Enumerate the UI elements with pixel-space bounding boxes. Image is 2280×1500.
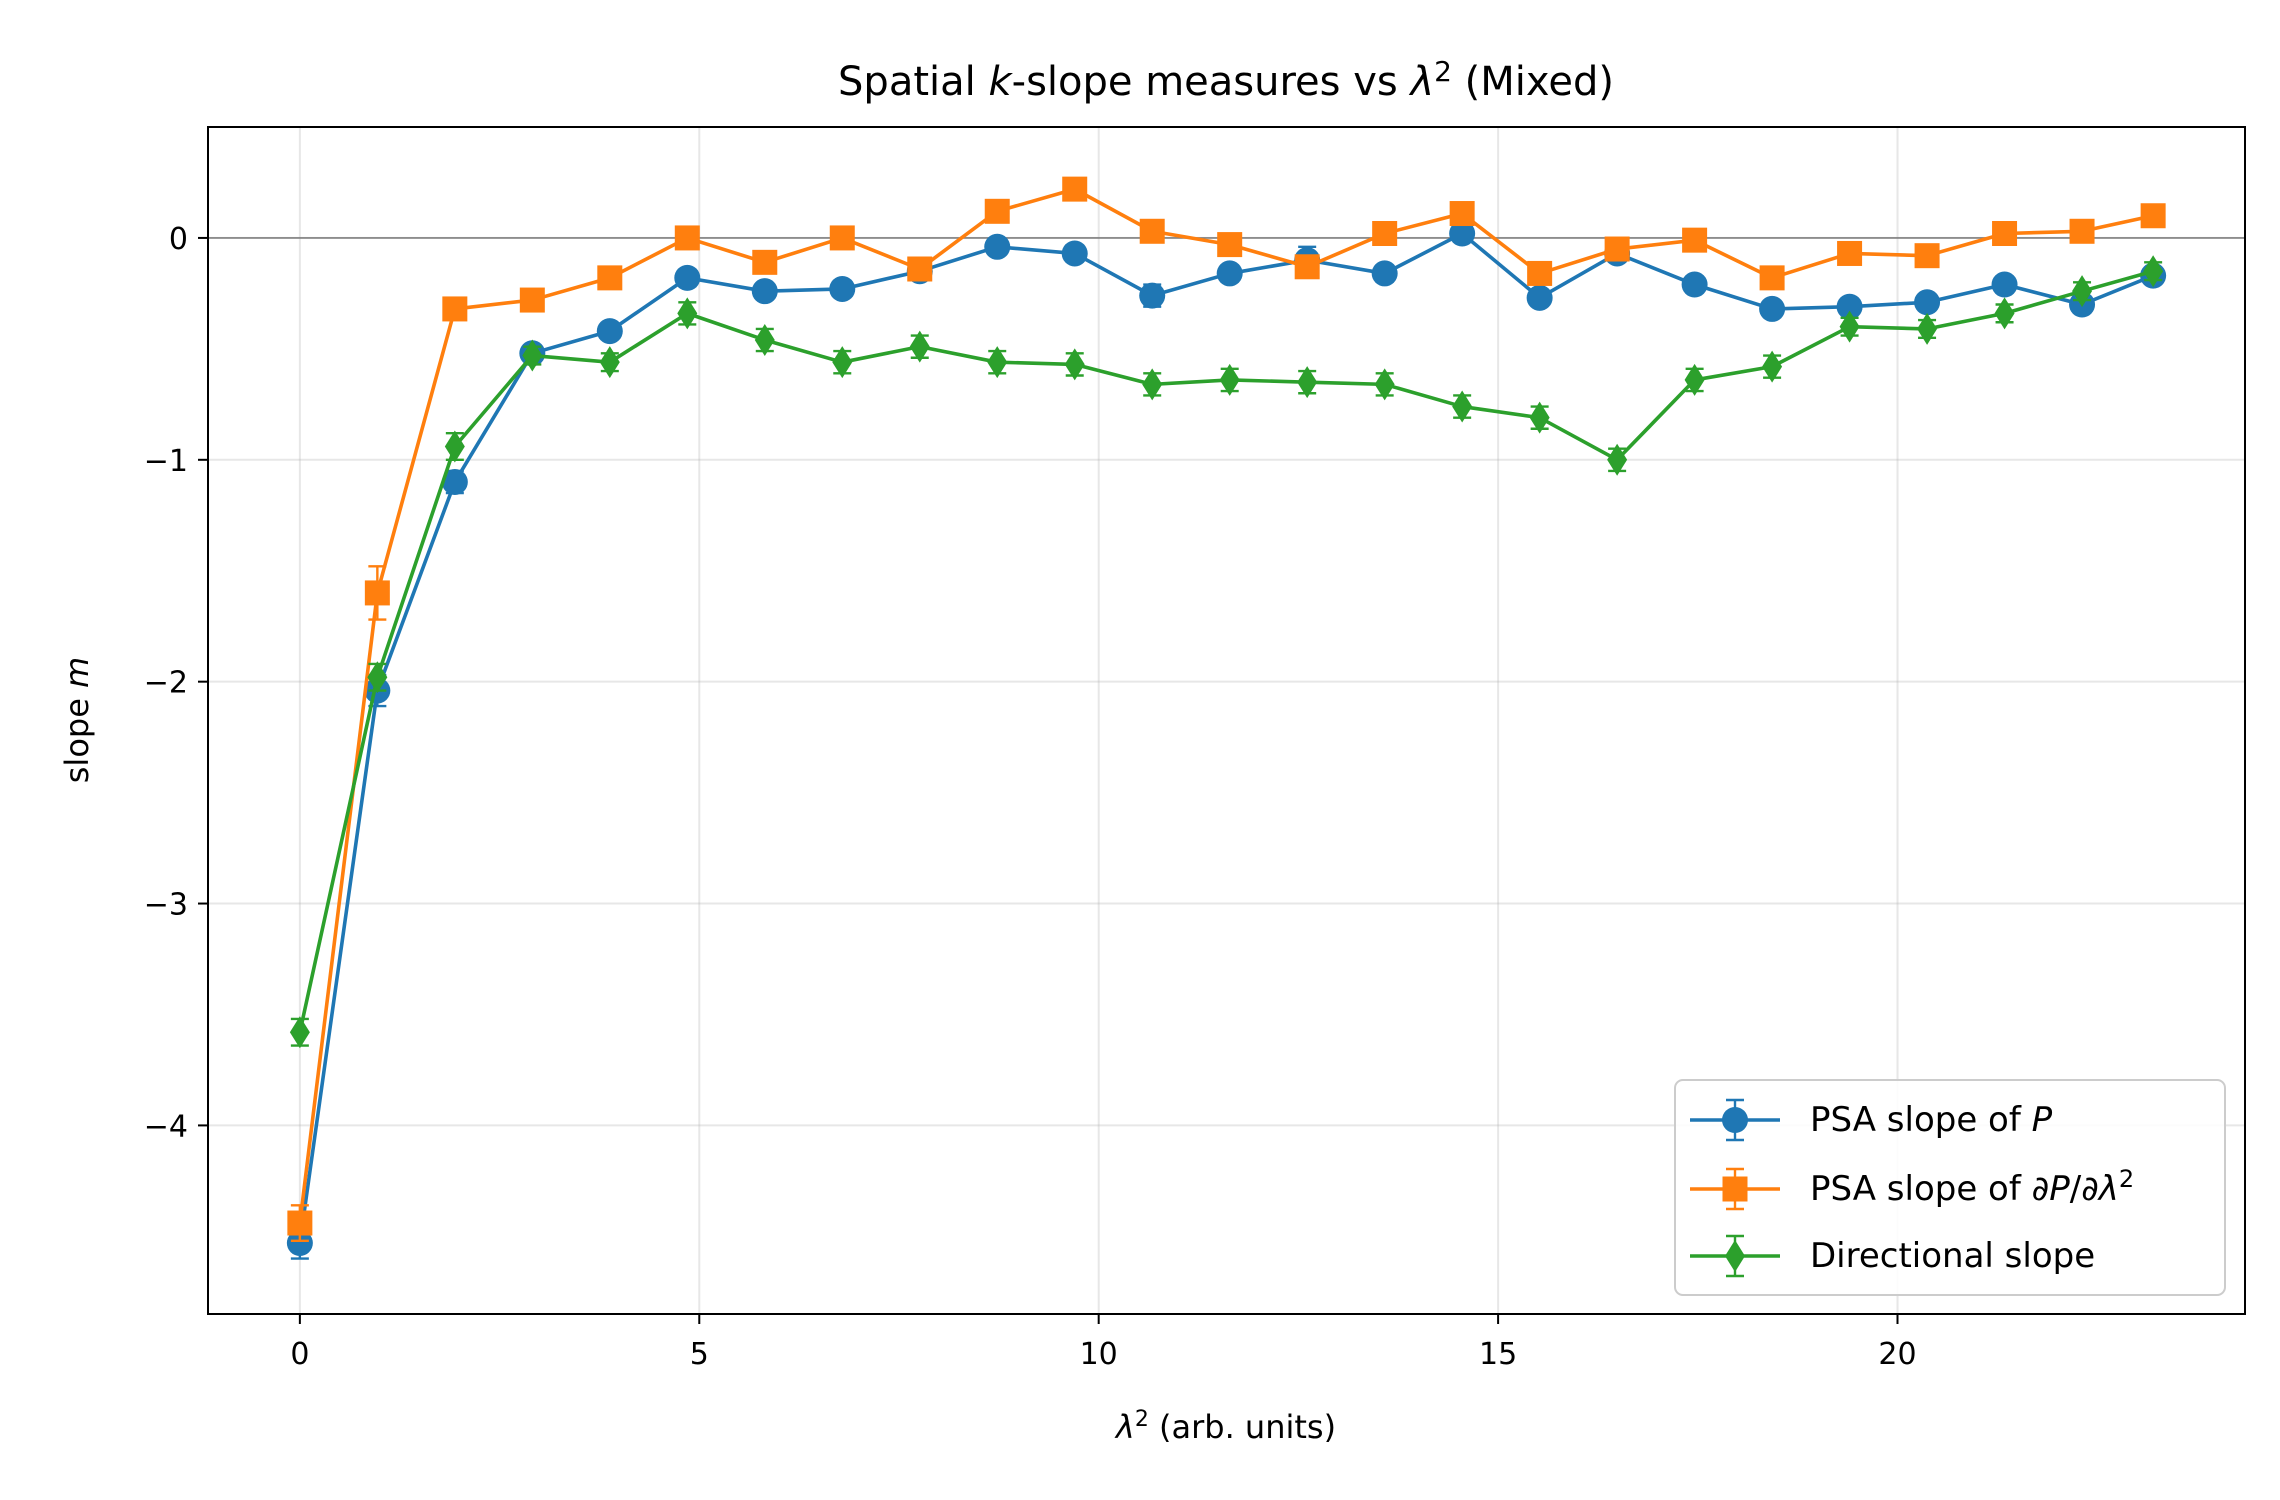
data-point [1526, 284, 1553, 311]
x-tick-label: 20 [1878, 1337, 1916, 1372]
data-point [1682, 227, 1708, 253]
data-point [984, 233, 1011, 260]
data-point [1914, 243, 1940, 269]
data-point [1529, 401, 1550, 434]
data-point [674, 264, 701, 291]
legend-box [1674, 1079, 2226, 1296]
data-point [674, 225, 700, 251]
data-point [1139, 282, 1166, 309]
data-point [1061, 240, 1088, 267]
data-point [754, 323, 775, 356]
data-point [599, 346, 620, 379]
legend-label-psa-p: PSA slope of P [1810, 1100, 2053, 1140]
data-point [1527, 260, 1553, 286]
data-point [1064, 348, 1085, 381]
data-point [1062, 176, 1088, 202]
y-tick-label: −3 [144, 888, 188, 923]
data-point [1294, 254, 1320, 280]
data-point [1681, 271, 1708, 298]
data-point [1759, 265, 1785, 291]
data-point [1372, 220, 1398, 246]
data-point [987, 346, 1008, 379]
data-point [2140, 203, 2166, 229]
data-point [907, 256, 933, 282]
data-point [287, 1210, 313, 1236]
data-point [1374, 368, 1395, 401]
x-tick-label: 0 [290, 1337, 309, 1372]
data-point [909, 330, 930, 363]
data-point [2069, 218, 2095, 244]
legend-handle-2 [1690, 1234, 1780, 1278]
data-point [1452, 390, 1473, 423]
data-point [1607, 443, 1628, 476]
data-point [597, 265, 623, 291]
data-point [1604, 236, 1630, 262]
data-point [1762, 350, 1783, 383]
data-point [1449, 220, 1476, 247]
data-point [442, 296, 468, 322]
data-point [1992, 220, 2018, 246]
data-point [829, 275, 856, 302]
data-point [832, 346, 853, 379]
legend-marker [1722, 1107, 1748, 1133]
x-tick-label: 10 [1080, 1337, 1118, 1372]
data-point [829, 225, 855, 251]
axis-ticks: 0 5 10 15 20 0 −1 −2 −3 −4 [144, 222, 1917, 1372]
data-point [1684, 363, 1705, 396]
series-1 [287, 176, 2166, 1242]
legend: PSA slope of P PSA slope of ∂P/∂λ2 Direc… [1674, 1079, 2226, 1296]
series-2 [289, 255, 2164, 1049]
data-point [1217, 232, 1243, 258]
legend-marker [1722, 1176, 1748, 1202]
data-point [522, 339, 543, 372]
data-point [1216, 260, 1243, 287]
data-point [441, 468, 468, 495]
legend-marker [1725, 1240, 1745, 1272]
data-point [1839, 310, 1860, 343]
y-tick-label: −4 [144, 1109, 188, 1144]
y-axis-label: slope m [58, 657, 96, 783]
y-tick-label: −1 [144, 444, 188, 479]
data-point [677, 297, 698, 330]
data-point [1991, 271, 2018, 298]
data-point [596, 318, 623, 345]
data-point [1837, 240, 1863, 266]
data-point [1139, 218, 1165, 244]
data-point [1297, 366, 1318, 399]
data-point [1219, 363, 1240, 396]
x-tick-label: 15 [1479, 1337, 1517, 1372]
data-point [286, 1230, 313, 1257]
data-point [1449, 201, 1475, 227]
data-point [367, 661, 388, 694]
y-tick-label: 0 [169, 222, 188, 257]
data-point [1371, 260, 1398, 287]
y-tick-label: −2 [144, 666, 188, 701]
data-point [364, 580, 390, 606]
data-point [1759, 295, 1786, 322]
data-point [444, 430, 465, 463]
data-point [1142, 368, 1163, 401]
legend-label-psa-dp: PSA slope of ∂P/∂λ2 [1810, 1165, 2134, 1209]
data-point [289, 1016, 310, 1049]
chart-title: Spatial k-slope measures vs λ2 (Mixed) [838, 55, 1614, 105]
data-point [1914, 289, 1941, 316]
data-point [1836, 293, 1863, 320]
data-point [2072, 275, 2093, 308]
data-point [1994, 297, 2015, 330]
data-point [2143, 255, 2164, 288]
data-point [984, 198, 1010, 224]
data-point [752, 249, 778, 275]
data-point [519, 287, 545, 313]
legend-handle-1 [1690, 1167, 1780, 1211]
legend-handle-0 [1690, 1098, 1780, 1142]
legend-label-directional: Directional slope [1810, 1236, 2095, 1276]
data-point [1917, 312, 1938, 345]
x-tick-label: 5 [690, 1337, 709, 1372]
x-axis-label: λ2 (arb. units) [1114, 1407, 1336, 1446]
plot-series [286, 176, 2167, 1260]
data-point [751, 278, 778, 305]
plot-frame [207, 126, 2246, 1315]
